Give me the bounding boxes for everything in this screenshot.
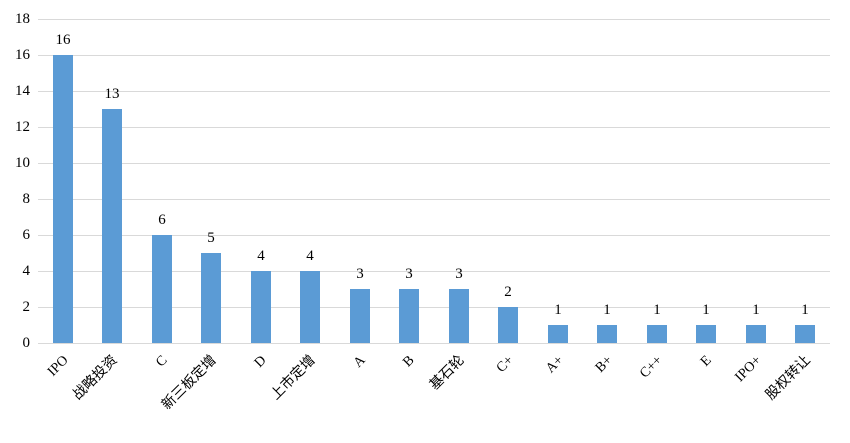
gridline [38,55,830,56]
bar-value-label: 6 [158,212,166,228]
bar [647,325,667,343]
bar [746,325,766,343]
bar-value-label: 4 [306,248,314,264]
gridline [38,163,830,164]
bar [795,325,815,343]
gridline [38,271,830,272]
bar-value-label: 16 [55,32,71,48]
bar [201,253,221,343]
bar-value-label: 1 [752,302,760,318]
gridline [38,307,830,308]
bar-value-label: 1 [653,302,661,318]
gridline [38,199,830,200]
bar [300,271,320,343]
y-axis-tick-label: 16 [15,47,30,63]
gridline [38,235,830,236]
bar [102,109,122,343]
bar-value-label: 13 [104,86,120,102]
bar-value-label: 1 [603,302,611,318]
bar-value-label: 1 [702,302,710,318]
bar [350,289,370,343]
bar-value-label: 1 [801,302,809,318]
y-axis-tick-label: 2 [22,299,31,315]
bar-value-label: 5 [207,230,215,246]
bar [696,325,716,343]
bar [53,55,73,343]
y-axis-tick-label: 0 [22,335,31,351]
bar [399,289,419,343]
y-axis-tick-label: 18 [15,11,30,27]
gridline [38,127,830,128]
bar [251,271,271,343]
bar-value-label: 1 [554,302,562,318]
gridline [38,91,830,92]
bar [548,325,568,343]
y-axis-tick-label: 4 [22,263,31,279]
bar-value-label: 4 [257,248,265,264]
y-axis-tick-label: 14 [15,83,30,99]
bar-value-label: 2 [504,284,512,300]
bar [449,289,469,343]
y-axis-tick-label: 12 [15,119,30,135]
bar [597,325,617,343]
bar-value-label: 3 [455,266,463,282]
bar [152,235,172,343]
bar-value-label: 3 [405,266,413,282]
y-axis-tick-label: 8 [22,191,31,207]
bar-value-label: 3 [356,266,364,282]
y-axis-tick-label: 6 [22,227,31,243]
gridline [38,19,830,20]
y-axis-tick-label: 10 [15,155,30,171]
gridline [38,343,830,344]
bar [498,307,518,343]
